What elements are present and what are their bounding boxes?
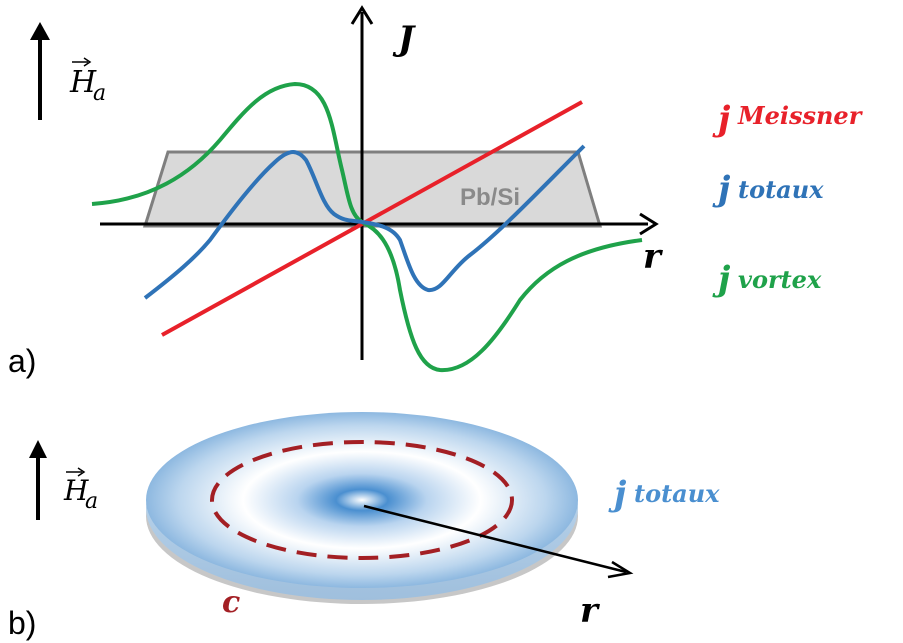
svg-text:totaux: totaux [738, 175, 824, 204]
svg-text:j: j [712, 259, 731, 299]
legend-item-meissner: j Meissner [712, 99, 864, 139]
field-label-a: H [69, 65, 97, 100]
field-arrow-b: H a [29, 440, 98, 520]
svg-text:j: j [712, 169, 731, 209]
legend-a: j Meissner j totaux j vortex [712, 99, 864, 299]
sample-label: Pb/Si [460, 184, 520, 211]
svg-text:vortex: vortex [738, 265, 822, 294]
svg-text:Meissner: Meissner [737, 101, 864, 130]
radius-label: r [580, 591, 600, 631]
y-axis-label: J [392, 19, 416, 59]
sample-trapezoid: Pb/Si [142, 150, 603, 228]
current-label-sub: totaux [634, 479, 720, 508]
current-label-main: j [608, 474, 627, 514]
x-axis-arrow [639, 212, 659, 236]
y-axis-arrow [350, 5, 374, 25]
curve-meissner [161, 100, 583, 337]
legend-item-totaux: j totaux [712, 169, 824, 209]
field-arrow-a: H a [30, 22, 106, 120]
panel-label-a: a) [8, 343, 36, 379]
contour-c [210, 440, 514, 560]
panel-label-b: b) [8, 605, 36, 641]
contour-label: c [222, 585, 240, 620]
radius-arrow [363, 504, 627, 574]
field-subscript-b: a [85, 489, 98, 514]
panel-a: H a Pb/Si J r j Meissne [8, 5, 864, 379]
field-label-b: H [63, 474, 89, 507]
panel-b: H a j totaux c r b) [8, 412, 720, 641]
field-subscript-a: a [93, 81, 106, 106]
x-axis-label: r [643, 237, 663, 277]
curve-totaux [143, 144, 586, 300]
svg-text:j: j [712, 99, 731, 139]
sample-disc [146, 412, 578, 604]
legend-item-vortex: j vortex [712, 259, 822, 299]
